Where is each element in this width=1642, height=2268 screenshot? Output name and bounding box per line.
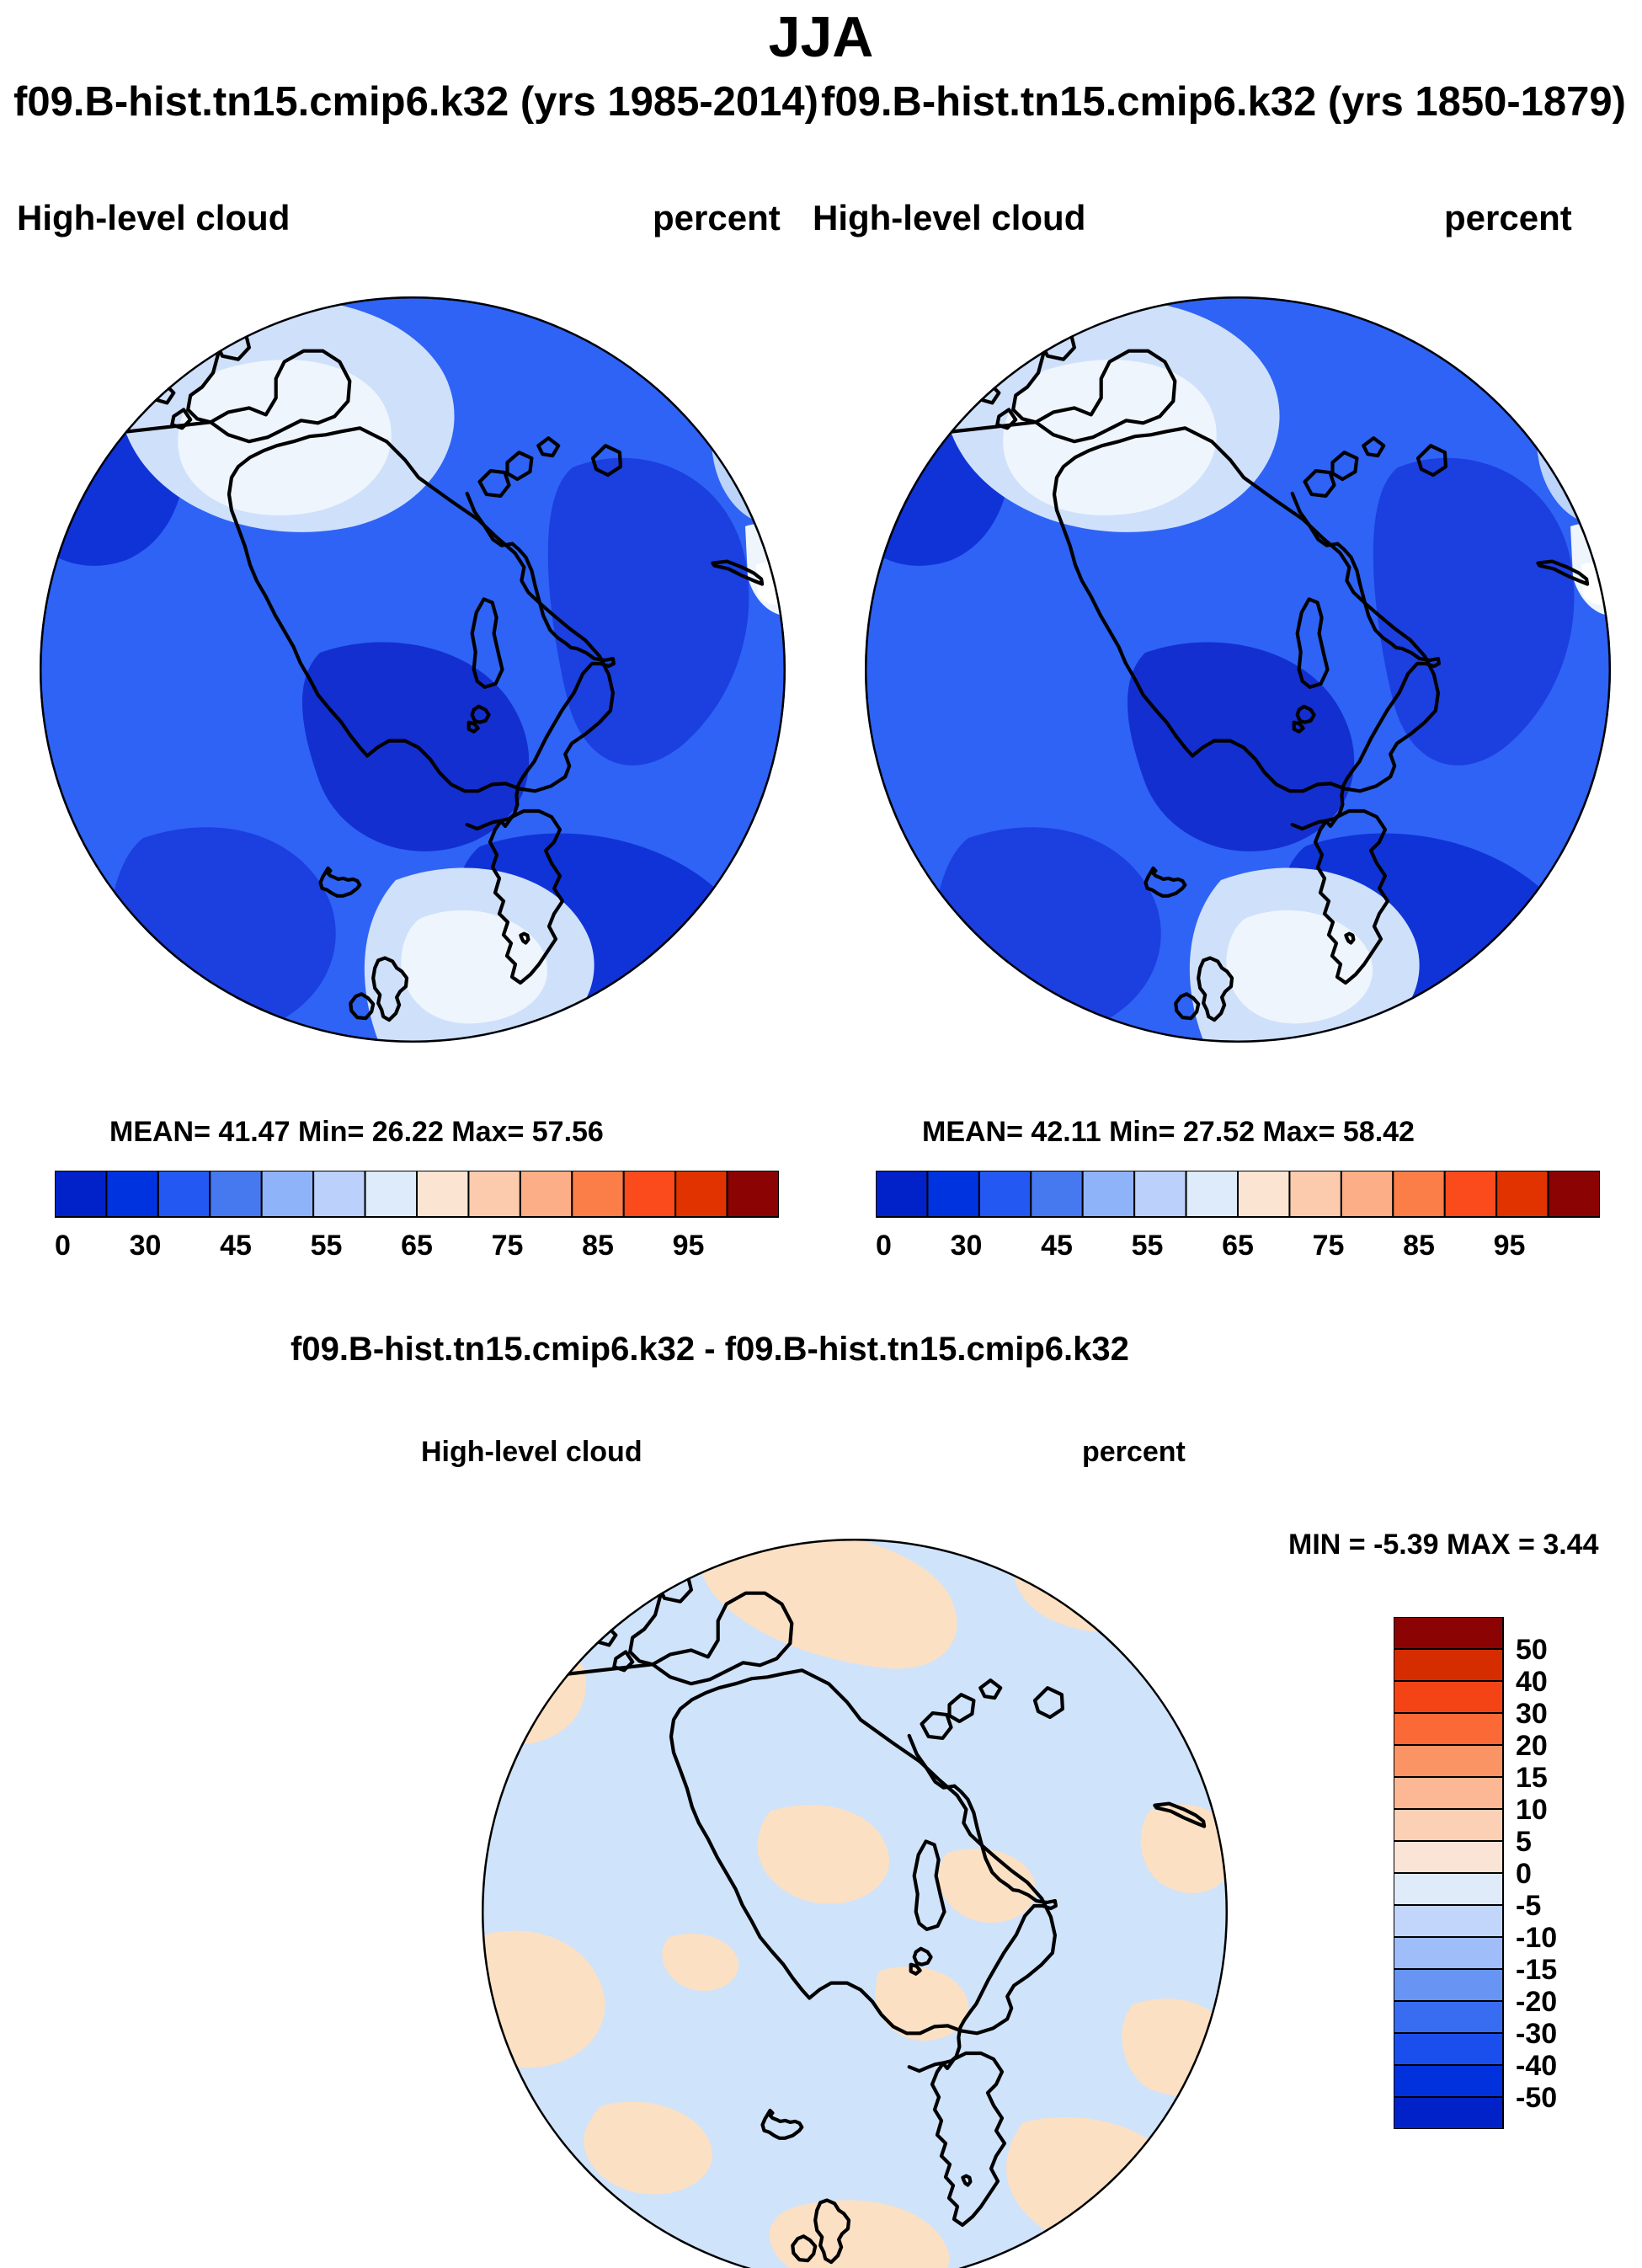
svg-text:75: 75: [1313, 1230, 1345, 1262]
svg-text:95: 95: [1494, 1230, 1526, 1262]
svg-text:30: 30: [951, 1230, 983, 1262]
svg-text:10: 10: [55, 1230, 71, 1262]
svg-text:-30: -30: [1516, 2018, 1557, 2050]
svg-text:10: 10: [876, 1230, 892, 1262]
svg-text:-15: -15: [1516, 1954, 1557, 1986]
svg-text:65: 65: [1222, 1230, 1254, 1262]
svg-text:30: 30: [130, 1230, 162, 1262]
svg-text:75: 75: [492, 1230, 524, 1262]
svg-text:-40: -40: [1516, 2050, 1557, 2082]
svg-text:65: 65: [401, 1230, 433, 1262]
svg-text:40: 40: [1516, 1666, 1548, 1698]
svg-text:45: 45: [220, 1230, 252, 1262]
svg-text:-20: -20: [1516, 1986, 1557, 2018]
svg-text:-5: -5: [1516, 1890, 1541, 1922]
svg-text:85: 85: [1403, 1230, 1435, 1262]
svg-text:20: 20: [1516, 1730, 1548, 1762]
svg-text:-10: -10: [1516, 1922, 1557, 1954]
svg-text:-50: -50: [1516, 2082, 1557, 2114]
svg-text:85: 85: [582, 1230, 614, 1262]
svg-text:5: 5: [1516, 1826, 1532, 1858]
svg-text:30: 30: [1516, 1698, 1548, 1730]
svg-text:95: 95: [673, 1230, 705, 1262]
svg-text:50: 50: [1516, 1634, 1548, 1666]
svg-text:55: 55: [1132, 1230, 1164, 1262]
svg-text:15: 15: [1516, 1762, 1548, 1794]
svg-text:55: 55: [311, 1230, 343, 1262]
svg-text:0: 0: [1516, 1858, 1532, 1890]
svg-text:45: 45: [1041, 1230, 1073, 1262]
svg-text:10: 10: [1516, 1794, 1548, 1826]
